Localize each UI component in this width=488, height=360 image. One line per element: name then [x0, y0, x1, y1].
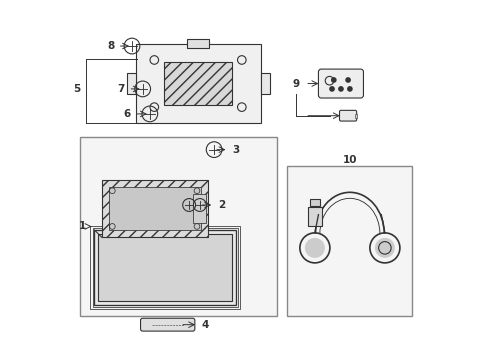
Text: 3: 3 [231, 145, 239, 155]
Circle shape [337, 86, 343, 92]
FancyBboxPatch shape [135, 44, 260, 123]
Circle shape [328, 86, 334, 92]
Circle shape [304, 238, 324, 258]
Circle shape [374, 238, 394, 258]
Bar [94, 230, 235, 305]
FancyBboxPatch shape [339, 111, 356, 121]
Circle shape [345, 77, 350, 83]
Circle shape [346, 86, 352, 92]
FancyBboxPatch shape [140, 318, 194, 331]
Bar [163, 62, 232, 105]
Text: 5: 5 [73, 84, 80, 94]
Text: 4: 4 [201, 320, 208, 330]
Bar [354, 114, 357, 118]
Text: 6: 6 [123, 109, 130, 119]
Bar [98, 234, 232, 301]
Bar [309, 199, 320, 206]
Text: 8: 8 [107, 41, 114, 51]
Circle shape [330, 77, 336, 83]
Text: 1: 1 [78, 221, 85, 231]
Bar [126, 73, 135, 94]
Bar [102, 180, 207, 237]
Text: 2: 2 [217, 200, 224, 210]
Bar [260, 73, 269, 94]
Text: 7: 7 [117, 84, 125, 94]
FancyBboxPatch shape [287, 166, 411, 316]
Text: 9: 9 [292, 78, 299, 89]
FancyBboxPatch shape [80, 137, 276, 316]
Bar [108, 187, 200, 230]
Text: 10: 10 [342, 156, 356, 165]
Bar [307, 207, 322, 226]
Bar [90, 226, 240, 309]
FancyBboxPatch shape [318, 69, 363, 98]
Bar [187, 39, 208, 48]
Bar [193, 194, 205, 223]
Bar [93, 228, 237, 307]
